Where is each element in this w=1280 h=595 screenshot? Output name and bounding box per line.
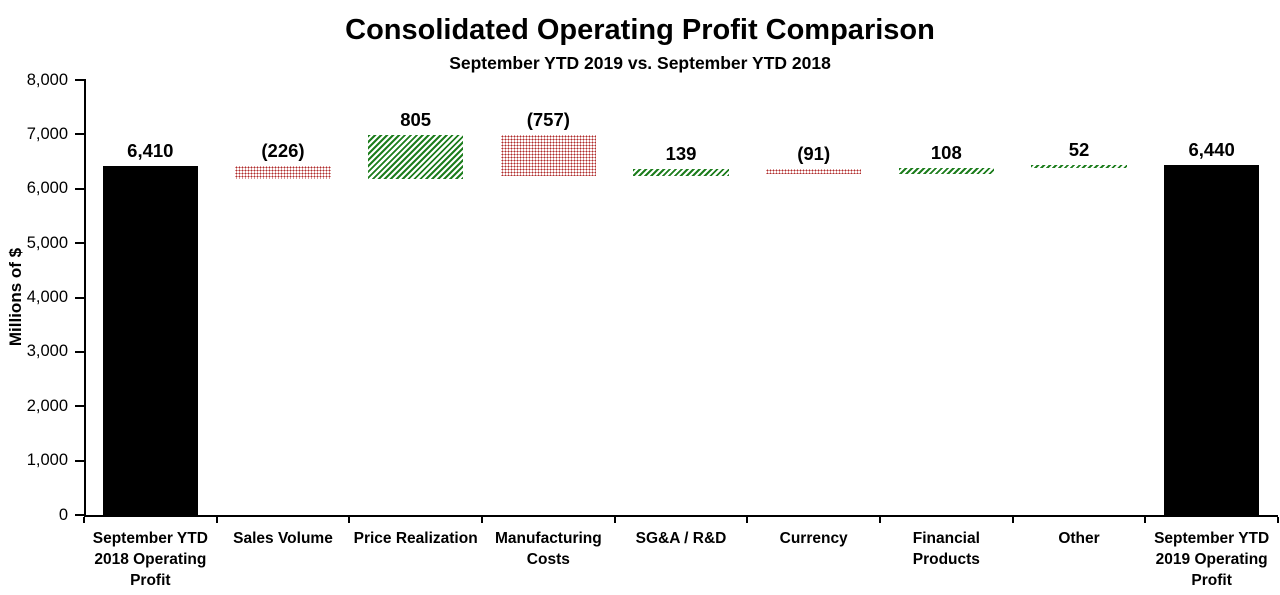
- category-label-line: Financial: [912, 530, 980, 547]
- bar-increase: [633, 168, 729, 177]
- category-label: September YTD 2018 Operating Profit: [77, 528, 223, 591]
- bar-decrease: [235, 166, 331, 179]
- chart-title: Consolidated Operating Profit Comparison: [345, 14, 935, 46]
- y-tick-label: 1,000: [26, 451, 68, 470]
- category-label-line: 2018 Operating: [94, 551, 207, 568]
- x-tick-mark: [83, 517, 85, 523]
- x-tick-mark: [348, 517, 351, 523]
- y-tick-mark: [75, 405, 84, 408]
- category-label-line: Sales Volume: [233, 530, 333, 547]
- category-label-line: Manufacturing: [494, 530, 602, 547]
- bar-value-label: (226): [261, 140, 305, 162]
- bar-value-label: 108: [930, 141, 962, 163]
- bar-value-label: 6,440: [1188, 138, 1235, 160]
- bar-increase: [898, 167, 995, 174]
- x-tick-mark: [613, 517, 616, 523]
- x-tick-mark: [1277, 517, 1279, 523]
- y-tick-mark: [75, 242, 84, 245]
- bar-value-label: 52: [1068, 138, 1090, 160]
- category-label-line: SG&A / R&D: [635, 530, 727, 547]
- y-axis-line: [84, 79, 86, 517]
- y-tick-mark: [75, 187, 84, 190]
- category-label: Financial Products: [873, 528, 1019, 570]
- bar-value-label: (91): [797, 142, 831, 164]
- bar-value-label: 139: [665, 142, 697, 164]
- category-label: Manufacturing Costs: [475, 528, 621, 570]
- x-axis-line: [84, 515, 1278, 517]
- bar-decrease: [500, 134, 597, 177]
- y-tick-label: 0: [58, 505, 68, 524]
- bar-increase: [367, 134, 464, 179]
- bar-value-label: (757): [526, 108, 570, 130]
- y-tick-mark: [75, 514, 84, 516]
- category-label: Price Realization: [343, 528, 489, 549]
- y-tick-mark: [75, 459, 84, 462]
- category-label-line: 2019 Operating: [1155, 551, 1268, 568]
- category-label-line: September YTD: [1154, 530, 1270, 547]
- bar-total: [1163, 164, 1260, 515]
- bar-increase: [1031, 164, 1127, 168]
- y-tick-mark: [75, 296, 84, 299]
- y-tick-label: 8,000: [26, 70, 68, 89]
- bar-decrease: [765, 168, 862, 174]
- category-label: Currency: [741, 528, 887, 549]
- y-tick-label: 5,000: [26, 233, 68, 252]
- y-tick-label: 4,000: [26, 288, 68, 306]
- category-label-line: September YTD: [92, 530, 208, 547]
- category-label-line: Currency: [779, 530, 848, 547]
- y-tick-label: 3,000: [26, 342, 68, 361]
- y-tick-label: 2,000: [26, 396, 68, 415]
- category-label-line: Products: [912, 551, 980, 568]
- y-tick-mark: [75, 350, 84, 353]
- category-label-line: Other: [1058, 530, 1100, 547]
- category-label: Other: [1006, 528, 1152, 549]
- category-label: September YTD 2019 Operating Profit: [1139, 528, 1280, 591]
- category-label-line: Profit: [130, 572, 171, 589]
- x-tick-mark: [879, 517, 881, 523]
- bar-value-label: 805: [400, 108, 432, 130]
- category-label-line: Profit: [1191, 572, 1232, 589]
- y-tick-label: 7,000: [26, 124, 68, 143]
- y-tick-label: 6,000: [26, 179, 68, 198]
- x-tick-mark: [481, 517, 483, 523]
- bar-total: [102, 166, 199, 515]
- x-tick-mark: [746, 517, 749, 523]
- x-tick-mark: [1011, 517, 1014, 523]
- x-tick-mark: [1144, 517, 1147, 523]
- category-label: Sales Volume: [210, 528, 356, 549]
- chart-subtitle: September YTD 2019 vs. September YTD 201…: [449, 53, 831, 73]
- category-label: SG&A / R&D: [608, 528, 754, 549]
- category-label-line: Price Realization: [353, 530, 478, 547]
- y-tick-mark: [75, 79, 84, 81]
- category-label-line: Costs: [526, 551, 570, 568]
- bar-value-label: 6,410: [127, 140, 174, 162]
- y-tick-mark: [75, 133, 84, 136]
- x-tick-mark: [215, 517, 218, 523]
